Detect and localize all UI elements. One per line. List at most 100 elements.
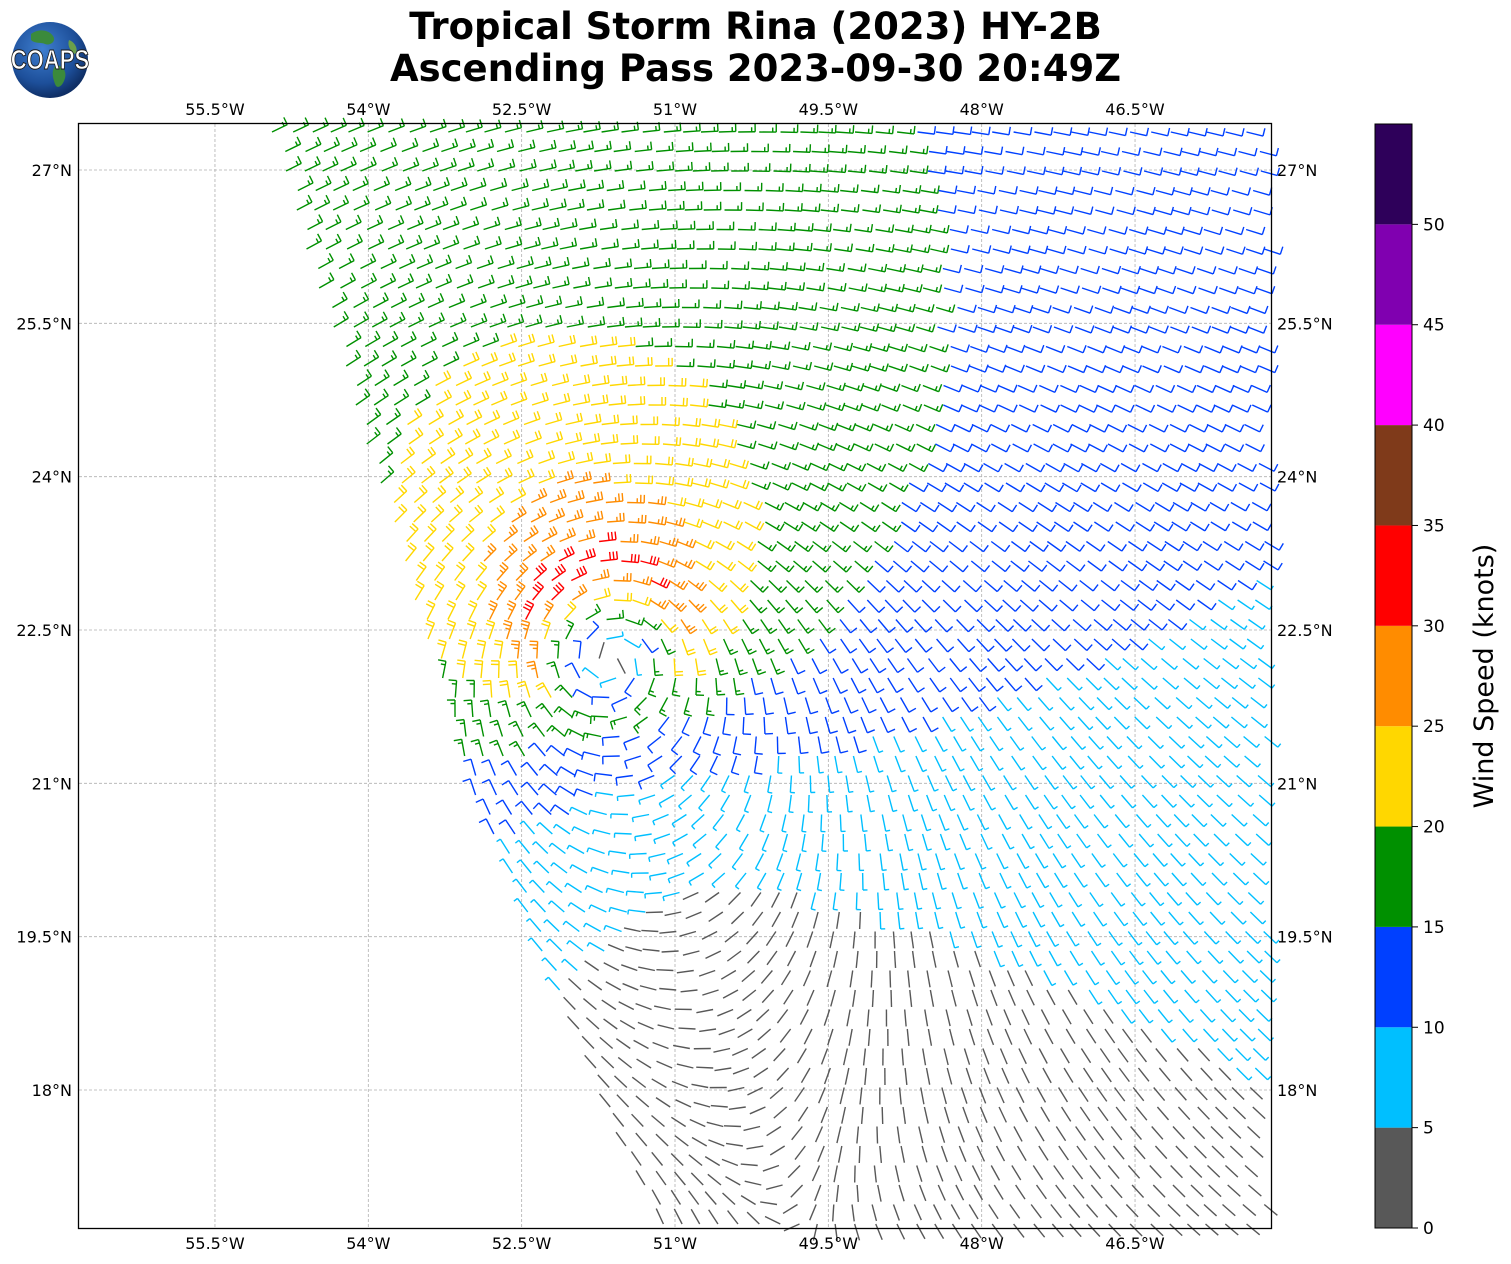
barb-staff bbox=[541, 244, 559, 250]
wind-barb bbox=[734, 360, 753, 370]
wind-barb bbox=[552, 276, 570, 289]
wind-barb bbox=[1189, 618, 1207, 631]
barb-staff bbox=[415, 566, 427, 581]
barb-staff bbox=[1019, 209, 1037, 215]
barb-flag bbox=[888, 626, 896, 634]
wind-barb bbox=[466, 409, 483, 426]
barb-flag bbox=[760, 400, 764, 409]
barb-flag bbox=[864, 164, 867, 173]
wind-barb bbox=[1214, 384, 1235, 394]
barb-staff bbox=[634, 658, 639, 676]
barb-flag bbox=[1212, 483, 1218, 492]
wind-barb bbox=[694, 658, 707, 676]
barb-staff bbox=[1013, 306, 1031, 314]
barb-flag bbox=[742, 479, 747, 488]
barb-staff bbox=[997, 384, 1015, 393]
barb-flag bbox=[966, 344, 971, 353]
wind-barb bbox=[772, 143, 791, 153]
wind-barb bbox=[1026, 166, 1047, 176]
barb-flag bbox=[1133, 685, 1138, 691]
barb-flag bbox=[751, 628, 760, 635]
barb-staff bbox=[525, 437, 542, 445]
barb-flag bbox=[515, 410, 520, 419]
barb-flag bbox=[846, 246, 850, 252]
barb-staff bbox=[598, 642, 605, 659]
wind-barb bbox=[676, 240, 695, 250]
wind-barb bbox=[614, 160, 633, 172]
wind-barb bbox=[1232, 384, 1253, 394]
barb-flag bbox=[730, 563, 737, 572]
barb-flag bbox=[898, 585, 905, 593]
barb-staff bbox=[839, 501, 855, 512]
wind-barb bbox=[550, 178, 569, 192]
barb-flag bbox=[443, 181, 447, 187]
wind-barb bbox=[949, 560, 969, 573]
barb-flag bbox=[928, 224, 932, 233]
barb-flag bbox=[895, 504, 901, 512]
barb-flag bbox=[613, 125, 616, 131]
barb-flag bbox=[997, 464, 1003, 473]
barb-flag bbox=[843, 283, 847, 292]
barb-flag bbox=[757, 403, 760, 409]
barb-flag bbox=[526, 197, 530, 206]
wind-barb bbox=[428, 312, 445, 328]
wind-barb bbox=[1260, 167, 1281, 177]
barb-staff bbox=[499, 359, 516, 367]
barb-flag bbox=[571, 450, 576, 460]
barb-flag bbox=[900, 345, 904, 351]
wind-barb bbox=[745, 202, 764, 212]
barb-flag bbox=[642, 578, 645, 584]
barb-staff bbox=[1163, 365, 1180, 374]
wind-barb bbox=[627, 396, 646, 406]
wind-barb bbox=[902, 403, 923, 413]
barb-flag bbox=[863, 263, 867, 272]
barb-staff bbox=[695, 677, 698, 696]
wind-barb bbox=[1257, 657, 1276, 670]
wind-barb bbox=[490, 294, 508, 309]
barb-flag bbox=[452, 157, 457, 166]
barb-flag bbox=[680, 605, 688, 612]
barb-staff bbox=[1021, 579, 1036, 592]
wind-barb bbox=[742, 619, 760, 635]
barb-staff bbox=[895, 619, 908, 633]
barb-flag bbox=[938, 404, 944, 412]
barb-staff bbox=[1140, 657, 1155, 671]
barb-flag bbox=[333, 141, 337, 147]
barb-flag bbox=[314, 160, 318, 166]
barb-flag bbox=[819, 689, 828, 695]
wind-barb bbox=[708, 399, 728, 409]
wind-barb bbox=[1033, 443, 1053, 453]
wind-barb bbox=[1028, 245, 1049, 255]
wind-barb bbox=[1224, 443, 1245, 453]
barb-staff bbox=[802, 209, 820, 213]
barb-staff bbox=[510, 493, 526, 504]
barb-flag bbox=[601, 199, 605, 208]
barb-staff bbox=[1122, 482, 1138, 493]
barb-flag bbox=[869, 443, 874, 452]
barb-flag bbox=[555, 412, 560, 421]
barb-flag bbox=[783, 463, 787, 469]
barb-flag bbox=[737, 501, 742, 510]
wind-barb bbox=[586, 179, 605, 192]
barb-staff bbox=[767, 599, 780, 614]
barb-staff bbox=[1121, 677, 1135, 691]
barb-flag bbox=[539, 489, 545, 498]
barb-staff bbox=[744, 384, 762, 390]
barb-staff bbox=[367, 125, 384, 133]
barb-flag bbox=[950, 524, 957, 533]
barb-staff bbox=[582, 440, 600, 445]
barb-flag bbox=[582, 583, 588, 592]
barb-flag bbox=[1018, 464, 1024, 473]
barb-staff bbox=[998, 521, 1014, 533]
barb-flag bbox=[481, 201, 484, 207]
barb-staff bbox=[387, 241, 404, 250]
barb-staff bbox=[456, 472, 472, 484]
barb-staff bbox=[708, 404, 726, 409]
barb-flag bbox=[520, 623, 529, 627]
barb-flag bbox=[735, 419, 739, 428]
wind-barb bbox=[911, 244, 931, 254]
barb-staff bbox=[488, 622, 496, 640]
barb-staff bbox=[1040, 404, 1057, 413]
barb-flag bbox=[1245, 503, 1251, 512]
barb-flag bbox=[511, 158, 516, 167]
